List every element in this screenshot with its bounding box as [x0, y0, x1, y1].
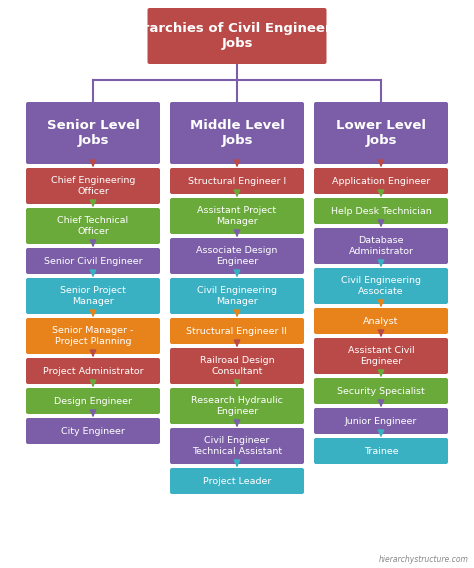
FancyBboxPatch shape — [170, 388, 304, 424]
Text: hierarchystructure.com: hierarchystructure.com — [379, 555, 469, 564]
FancyBboxPatch shape — [26, 168, 160, 204]
FancyBboxPatch shape — [314, 198, 448, 224]
Text: Analyst: Analyst — [363, 316, 399, 325]
FancyBboxPatch shape — [170, 168, 304, 194]
FancyBboxPatch shape — [314, 102, 448, 164]
Text: Assistant Civil
Engineer: Assistant Civil Engineer — [348, 346, 414, 366]
Text: Junior Engineer: Junior Engineer — [345, 416, 417, 425]
Text: Senior Project
Manager: Senior Project Manager — [60, 286, 126, 306]
Text: Civil Engineering
Manager: Civil Engineering Manager — [197, 286, 277, 306]
FancyBboxPatch shape — [170, 348, 304, 384]
Text: Hierarchies of Civil Engineering
Jobs: Hierarchies of Civil Engineering Jobs — [118, 22, 356, 50]
FancyBboxPatch shape — [314, 378, 448, 404]
FancyBboxPatch shape — [170, 102, 304, 164]
FancyBboxPatch shape — [314, 308, 448, 334]
FancyBboxPatch shape — [26, 388, 160, 414]
Text: Senior Level
Jobs: Senior Level Jobs — [46, 119, 139, 147]
Text: Trainee: Trainee — [364, 446, 398, 456]
Text: Research Hydraulic
Engineer: Research Hydraulic Engineer — [191, 396, 283, 416]
Text: Middle Level
Jobs: Middle Level Jobs — [190, 119, 284, 147]
FancyBboxPatch shape — [314, 438, 448, 464]
FancyBboxPatch shape — [26, 418, 160, 444]
FancyBboxPatch shape — [170, 278, 304, 314]
Text: Project Leader: Project Leader — [203, 477, 271, 486]
FancyBboxPatch shape — [314, 268, 448, 304]
Text: Senior Civil Engineer: Senior Civil Engineer — [44, 257, 142, 265]
FancyBboxPatch shape — [26, 318, 160, 354]
Text: Chief Technical
Officer: Chief Technical Officer — [57, 216, 128, 236]
Text: Structural Engineer II: Structural Engineer II — [186, 327, 288, 336]
Text: Help Desk Technician: Help Desk Technician — [331, 207, 431, 215]
FancyBboxPatch shape — [26, 278, 160, 314]
Text: Project Administrator: Project Administrator — [43, 366, 143, 375]
FancyBboxPatch shape — [26, 102, 160, 164]
Text: Assistant Project
Manager: Assistant Project Manager — [198, 206, 276, 225]
FancyBboxPatch shape — [170, 318, 304, 344]
FancyBboxPatch shape — [26, 208, 160, 244]
Text: Application Engineer: Application Engineer — [332, 177, 430, 186]
Text: Senior Manager -
Project Planning: Senior Manager - Project Planning — [52, 326, 134, 346]
FancyBboxPatch shape — [314, 408, 448, 434]
Text: Associate Design
Engineer: Associate Design Engineer — [196, 247, 278, 266]
Text: Lower Level
Jobs: Lower Level Jobs — [336, 119, 426, 147]
FancyBboxPatch shape — [170, 468, 304, 494]
FancyBboxPatch shape — [170, 198, 304, 234]
FancyBboxPatch shape — [26, 358, 160, 384]
FancyBboxPatch shape — [314, 168, 448, 194]
Text: Railroad Design
Consultant: Railroad Design Consultant — [200, 356, 274, 375]
Text: Database
Administrator: Database Administrator — [348, 236, 413, 256]
Text: Chief Engineering
Officer: Chief Engineering Officer — [51, 176, 135, 196]
Text: Design Engineer: Design Engineer — [54, 396, 132, 406]
FancyBboxPatch shape — [314, 228, 448, 264]
FancyBboxPatch shape — [170, 238, 304, 274]
FancyBboxPatch shape — [170, 428, 304, 464]
Text: Structural Engineer I: Structural Engineer I — [188, 177, 286, 186]
FancyBboxPatch shape — [26, 248, 160, 274]
Text: Civil Engineer
Technical Assistant: Civil Engineer Technical Assistant — [192, 436, 282, 456]
FancyBboxPatch shape — [147, 8, 327, 64]
Text: Civil Engineering
Associate: Civil Engineering Associate — [341, 276, 421, 296]
FancyBboxPatch shape — [314, 338, 448, 374]
Text: City Engineer: City Engineer — [61, 427, 125, 436]
Text: Security Specialist: Security Specialist — [337, 386, 425, 395]
